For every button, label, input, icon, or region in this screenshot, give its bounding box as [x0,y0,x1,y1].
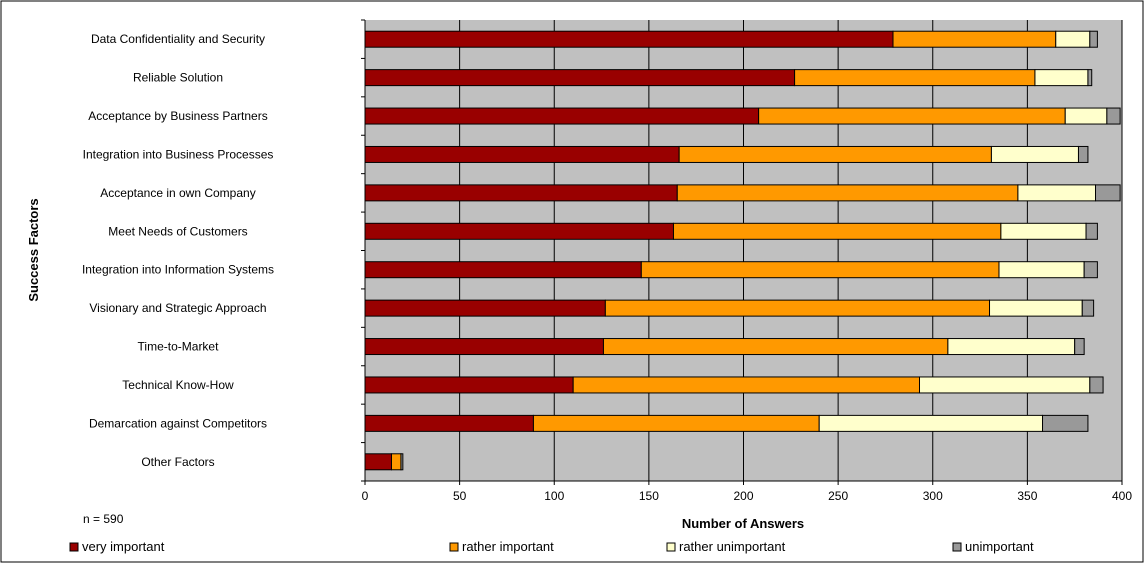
x-tick-label: 0 [362,489,369,503]
bar-segment [364,145,680,163]
bar-segment [1042,414,1089,432]
bar-segment [364,299,606,317]
category-labels: Data Confidentiality and Security Reliabl… [82,32,274,469]
legend-label: rather important [462,539,554,554]
legend-swatch [952,542,962,552]
x-tick-label: 50 [453,489,467,503]
bar-segment [1081,299,1095,317]
bar-segment [1064,107,1108,125]
category-label: Data Confidentiality and Security [91,32,265,46]
category-label: Integration into Business Processes [83,147,274,161]
bar-segment [390,453,402,471]
bar-segment [989,299,1083,317]
x-tick-label: 250 [828,489,848,503]
bar-segment [364,338,604,356]
bar-segment [532,414,820,432]
bar-segment [640,261,1000,279]
bar-segment [794,69,1036,87]
gridlines [459,20,1123,481]
legend-label: very important [82,539,165,554]
bar-segment [364,30,894,48]
bar-segment [1089,30,1098,48]
x-tick-label: 200 [733,489,753,503]
x-axis-title: Number of Answers [682,516,804,531]
bar-segment [892,30,1057,48]
legend-label: unimportant [965,539,1034,554]
bar-segment [1085,222,1098,240]
legend-label: rather unimportant [679,539,786,554]
bar-segment [998,261,1085,279]
bar-segment [1077,145,1089,163]
bar-segment [364,414,534,432]
category-label: Acceptance in own Company [100,186,255,200]
bar-segment [818,414,1044,432]
bar-segment [1106,107,1121,125]
x-tick-labels: 0 50 100 150 200 250 300 350 400 [362,489,1133,503]
bar-segment [758,107,1066,125]
x-tick-label: 300 [923,489,943,503]
bar-segment [678,145,992,163]
bar-segment [1095,184,1121,202]
bar-segment [1087,69,1093,87]
bar-segment [947,338,1076,356]
category-label: Other Factors [141,455,214,469]
bar-segment [1000,222,1087,240]
bar-segment [1055,30,1091,48]
y-axis-title: Success Factors [26,198,41,301]
bar-segment [400,453,404,471]
bar-segment [364,453,392,471]
category-label: Acceptance by Business Partners [88,109,267,123]
x-tick-label: 100 [544,489,564,503]
legend-swatch [666,542,676,552]
category-label: Integration into Information Systems [82,263,274,277]
legend-swatch [69,542,79,552]
bar-segment [1017,184,1097,202]
bar-segment [604,299,991,317]
axes [361,19,1123,485]
category-label: Demarcation against Competitors [89,416,267,430]
bar-segment [364,222,674,240]
bar-segment [676,184,1019,202]
bar-segment [364,376,574,394]
bar-segment [1083,261,1098,279]
bar-segment [602,338,949,356]
bar-segment [990,145,1079,163]
bar-segment [672,222,1002,240]
bars [364,30,1121,471]
bar-segment [364,69,796,87]
bar-segment [1074,338,1085,356]
bar-segment [572,376,921,394]
bar-segment [364,107,760,125]
bar-segment [919,376,1091,394]
legend: very important rather important rather uni… [69,539,1034,554]
bar-segment [1034,69,1089,87]
category-label: Technical Know-How [122,378,234,392]
bar-segment [1089,376,1104,394]
category-label: Reliable Solution [133,71,223,85]
category-label: Visionary and Strategic Approach [89,301,266,315]
bar-segment [364,184,678,202]
x-tick-label: 350 [1017,489,1037,503]
x-tick-label: 150 [639,489,659,503]
category-label: Time-to-Market [138,340,220,354]
legend-swatch [449,542,459,552]
bar-segment [364,261,642,279]
category-label: Meet Needs of Customers [108,224,247,238]
x-tick-label: 400 [1112,489,1132,503]
sample-size-note: n = 590 [83,512,124,526]
